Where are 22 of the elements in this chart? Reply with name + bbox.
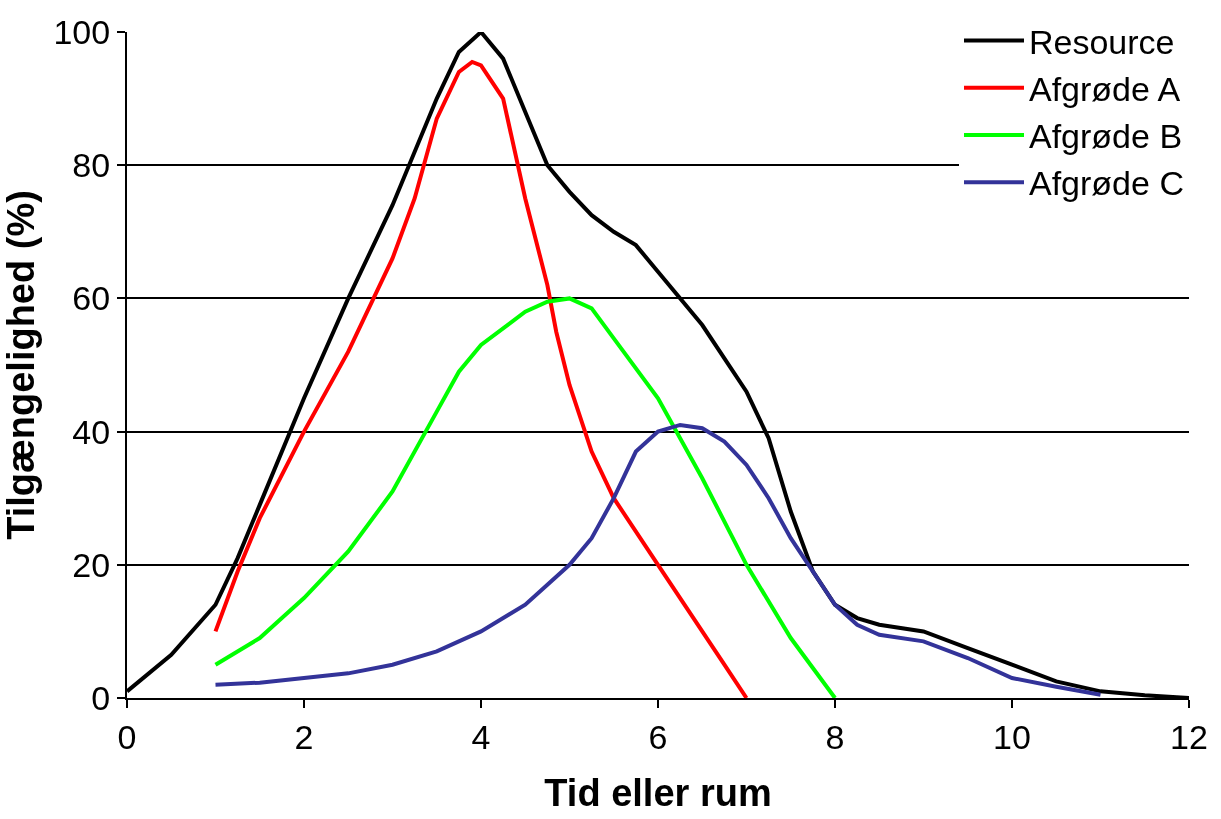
x-tick-label: 6	[648, 717, 668, 756]
legend-label: Afgrøde B	[1029, 117, 1183, 156]
x-tick-label: 12	[1170, 717, 1208, 756]
x-axis-title: Tid eller rum	[544, 772, 772, 815]
y-tick-label: 100	[53, 12, 111, 51]
y-tick-label: 60	[72, 279, 111, 318]
y-tick-label: 40	[72, 412, 111, 451]
y-axis-title: Tilgængelighed (%)	[0, 190, 42, 540]
x-tick-label: 0	[117, 717, 137, 756]
x-tick-label: 2	[294, 717, 314, 756]
legend-label: Afgrøde A	[1029, 70, 1181, 109]
x-tick-label: 10	[993, 717, 1031, 756]
y-tick-label: 20	[72, 545, 111, 584]
line-series	[213, 296, 837, 698]
line-series	[213, 59, 749, 698]
x-tick-label: 4	[471, 717, 491, 756]
legend-label: Resource	[1029, 22, 1175, 61]
y-tick-label: 0	[91, 678, 111, 717]
legend-label: Afgrøde C	[1029, 164, 1184, 203]
y-tick-label: 80	[72, 146, 111, 185]
x-tick-label: 8	[825, 717, 845, 756]
line-series	[213, 422, 1103, 697]
